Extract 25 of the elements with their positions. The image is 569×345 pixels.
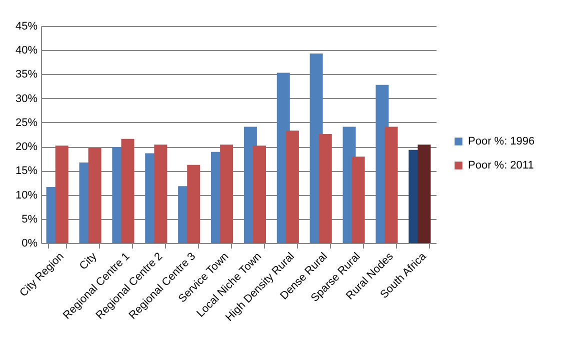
bar <box>154 144 168 243</box>
y-tick-label: 40% <box>15 44 38 57</box>
bar <box>121 138 134 243</box>
y-tick-label: 25% <box>15 116 38 129</box>
legend-label: Poor %: 1996 <box>468 136 535 148</box>
y-tick-label: 20% <box>15 141 38 154</box>
bar <box>88 148 102 243</box>
bar <box>55 146 68 243</box>
y-tick-label: 15% <box>15 165 38 178</box>
bar <box>318 134 332 243</box>
bar <box>220 144 234 243</box>
bar <box>253 146 266 243</box>
legend-label: Poor %: 2011 <box>468 160 534 172</box>
y-tick-label: 5% <box>22 213 38 226</box>
bar <box>286 130 299 243</box>
y-tick-label: 35% <box>15 68 38 81</box>
bar <box>384 126 398 243</box>
bar <box>187 164 200 243</box>
bar <box>418 144 431 243</box>
y-tick-label: 10% <box>15 189 38 202</box>
x-tick-label: City <box>77 250 100 272</box>
y-tick-label: 30% <box>15 92 38 105</box>
y-tick-label: 0% <box>22 238 38 250</box>
y-tick-label: 45% <box>15 20 38 32</box>
bar <box>352 156 365 243</box>
